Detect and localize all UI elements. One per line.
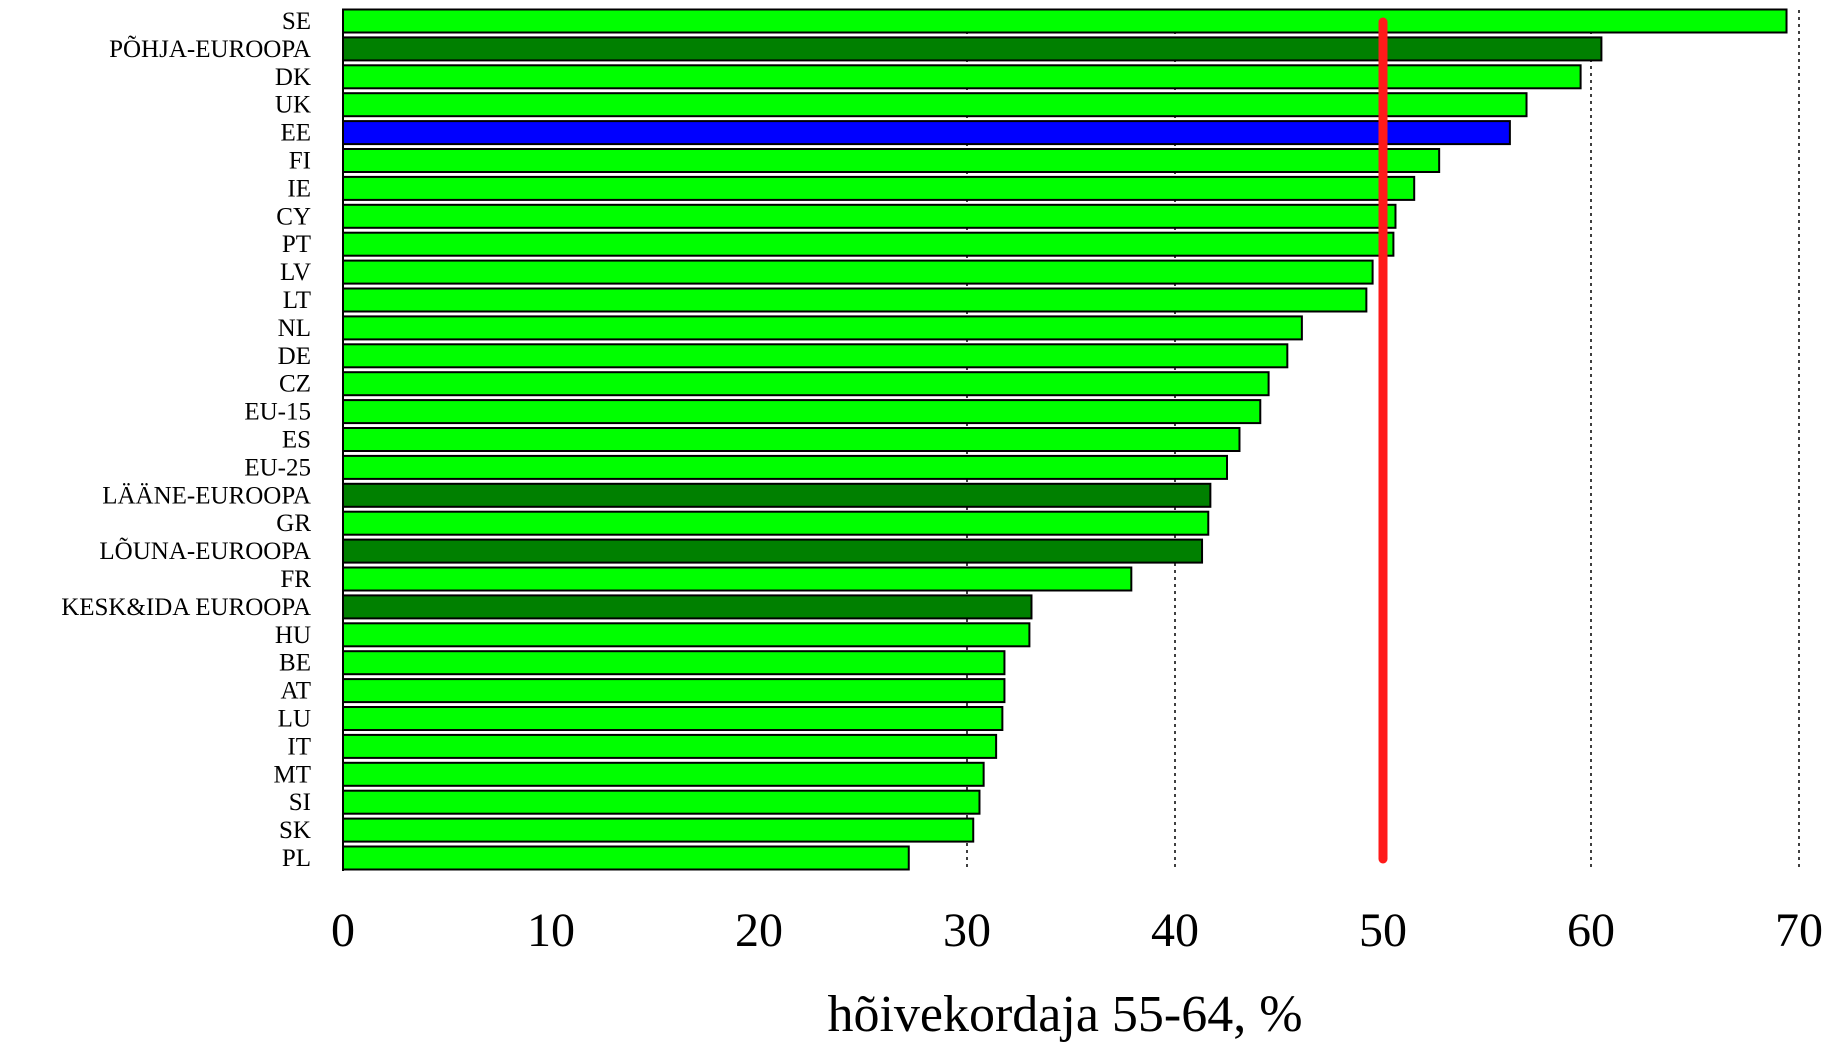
category-label: BE bbox=[279, 650, 311, 677]
bar-fr bbox=[342, 566, 1133, 592]
category-label: LU bbox=[278, 706, 311, 733]
bar-be bbox=[342, 650, 1006, 676]
bar-it bbox=[342, 733, 998, 759]
category-label: ES bbox=[282, 427, 311, 454]
category-label: CZ bbox=[279, 371, 311, 398]
x-tick-label: 60 bbox=[1567, 904, 1615, 957]
category-label: EU-25 bbox=[244, 454, 311, 481]
bar-mt bbox=[342, 761, 985, 787]
bar-pt bbox=[342, 231, 1395, 257]
category-label: IT bbox=[287, 733, 311, 760]
bars-layer bbox=[342, 8, 1788, 871]
category-label: CY bbox=[276, 203, 311, 230]
category-label: LT bbox=[283, 287, 311, 314]
bar-nl bbox=[342, 315, 1303, 341]
category-label: IE bbox=[287, 175, 311, 202]
x-tick-label: 0 bbox=[331, 904, 355, 957]
category-label: FR bbox=[280, 566, 311, 593]
bar-lu bbox=[342, 706, 1004, 731]
bar-at bbox=[342, 678, 1006, 704]
bar-eu-15 bbox=[342, 399, 1262, 425]
bar-p-hja-euroopa bbox=[342, 36, 1603, 62]
bar-l-una-euroopa bbox=[342, 538, 1204, 564]
bar-lt bbox=[342, 287, 1368, 313]
bar-pl bbox=[342, 845, 910, 871]
bar-si bbox=[342, 789, 981, 815]
category-label: SI bbox=[289, 789, 311, 816]
x-tick-label: 40 bbox=[1151, 904, 1199, 957]
bar-ee bbox=[342, 120, 1511, 146]
category-label: PÕHJA-EUROOPA bbox=[109, 35, 311, 63]
x-tick-label: 50 bbox=[1359, 904, 1407, 957]
category-labels: SEPÕHJA-EUROOPADKUKEEFIIECYPTLVLTNLDECZE… bbox=[61, 8, 311, 872]
bar-cz bbox=[342, 371, 1270, 397]
bar-se bbox=[342, 8, 1788, 34]
bar-uk bbox=[342, 92, 1528, 118]
bar-eu-25 bbox=[342, 454, 1228, 480]
x-axis-title: hõivekordaja 55-64, % bbox=[827, 986, 1302, 1043]
category-label: LÄÄNE-EUROOPA bbox=[102, 482, 311, 509]
category-label: DK bbox=[275, 64, 311, 91]
category-label: DE bbox=[278, 343, 311, 370]
category-label: LÕUNA-EUROOPA bbox=[99, 537, 311, 565]
category-label: PL bbox=[282, 845, 311, 872]
category-label: MT bbox=[274, 761, 312, 788]
bar-de bbox=[342, 343, 1289, 369]
category-label: SE bbox=[282, 8, 311, 35]
category-label: EE bbox=[280, 120, 311, 147]
x-tick-label: 20 bbox=[735, 904, 783, 957]
category-label: AT bbox=[280, 678, 311, 705]
x-tick-label: 10 bbox=[527, 904, 575, 957]
bar-es bbox=[342, 427, 1241, 452]
category-label: HU bbox=[275, 622, 311, 649]
category-label: LV bbox=[280, 259, 311, 286]
category-label: PT bbox=[282, 231, 311, 258]
bar-kesk-ida-euroopa bbox=[342, 594, 1033, 620]
bar-l-ne-euroopa bbox=[342, 482, 1212, 508]
bar-gr bbox=[342, 510, 1210, 536]
bar-dk bbox=[342, 64, 1582, 90]
bar-lv bbox=[342, 259, 1374, 285]
category-label: NL bbox=[278, 315, 311, 342]
bar-sk bbox=[342, 817, 975, 843]
bar-cy bbox=[342, 203, 1397, 229]
category-label: EU-15 bbox=[244, 399, 311, 426]
x-tick-label: 30 bbox=[943, 904, 991, 957]
category-label: FI bbox=[289, 148, 311, 175]
x-tick-label: 70 bbox=[1775, 904, 1823, 957]
category-label: UK bbox=[275, 92, 311, 119]
category-label: SK bbox=[279, 817, 311, 844]
category-label: KESK&IDA EUROOPA bbox=[61, 594, 311, 621]
category-label: GR bbox=[276, 510, 311, 537]
bar-fi bbox=[342, 148, 1441, 173]
bar-ie bbox=[342, 175, 1416, 201]
x-tick-labels: 0 10 20 30 40 50 60 70 bbox=[331, 904, 1823, 957]
bar-hu bbox=[342, 622, 1031, 648]
